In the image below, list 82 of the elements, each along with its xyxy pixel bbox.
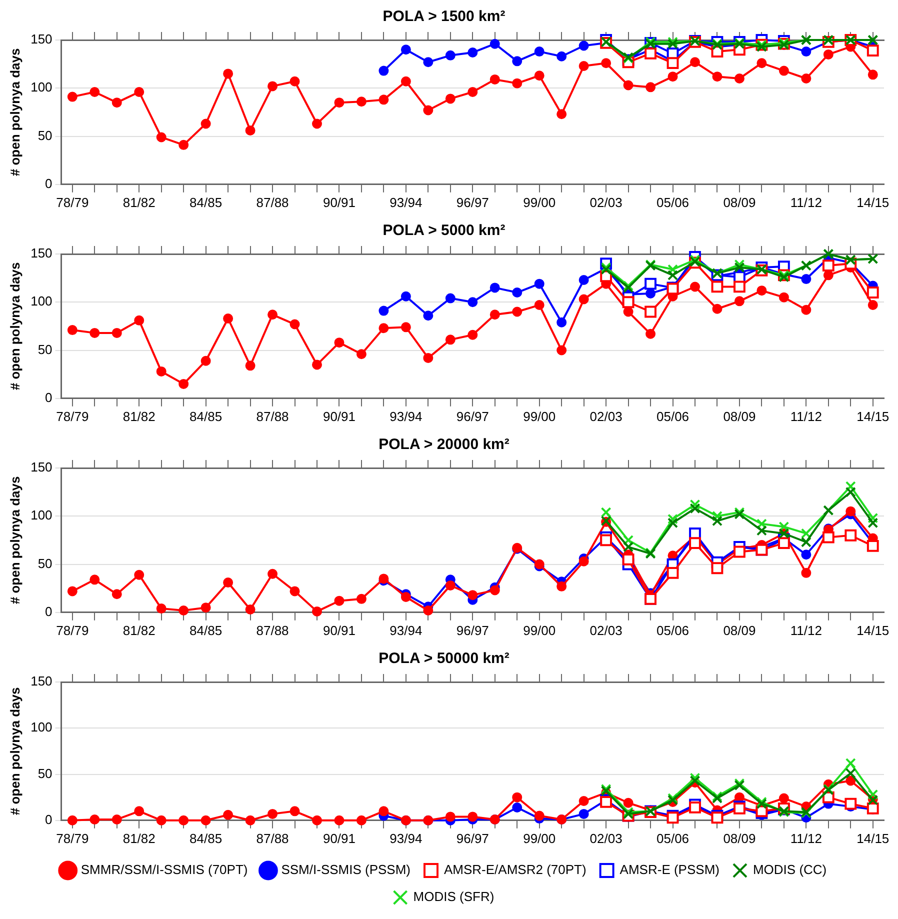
y-tick-label: 100	[30, 294, 52, 309]
x-tick-label: 96/97	[456, 194, 489, 210]
y-tick-label: 0	[45, 176, 52, 191]
x-tick-label: 08/09	[723, 830, 756, 846]
x-tick-label: 87/88	[256, 194, 289, 210]
x-tick-label: 05/06	[656, 408, 690, 424]
x-tick-label: 14/15	[856, 408, 890, 424]
x-tick-label: 99/00	[523, 194, 556, 210]
x-tick-label: 96/97	[456, 408, 489, 424]
legend-label: MODIS (CC)	[752, 862, 827, 878]
y-axis-title: # open polynya days	[7, 476, 22, 604]
x-tick-label: 84/85	[190, 194, 222, 210]
x-tick-label: 05/06	[656, 194, 690, 210]
y-axis-title: # open polynya days	[7, 262, 22, 390]
y-tick-label: 0	[45, 812, 52, 827]
x-tick-label: 08/09	[723, 622, 756, 638]
x-tick-label: 02/03	[590, 830, 622, 846]
legend-label: SSM/I-SSMIS (PSSM)	[281, 862, 411, 878]
chart-title: POLA > 50000 km²	[378, 650, 510, 668]
x-tick-label: 84/85	[190, 830, 222, 846]
x-tick-label: 87/88	[256, 622, 289, 638]
legend-label: MODIS (SFR)	[413, 889, 494, 904]
y-tick-label: 150	[30, 32, 52, 47]
x-tick-label: 84/85	[190, 622, 222, 638]
x-tick-label: 78/79	[56, 622, 89, 638]
x-tick-label: 78/79	[56, 830, 89, 846]
x-tick-label: 14/15	[856, 830, 890, 846]
x-tick-label: 93/94	[390, 194, 422, 210]
x-tick-label: 11/12	[790, 830, 822, 846]
x-tick-label: 99/00	[523, 830, 556, 846]
chart-title: POLA > 5000 km²	[382, 222, 506, 240]
legend-label: AMSR-E/AMSR2 (70PT)	[444, 862, 586, 878]
x-tick-label: 81/82	[122, 830, 156, 846]
x-tick-label: 05/06	[656, 622, 690, 638]
x-tick-label: 96/97	[456, 622, 489, 638]
x-tick-label: 90/91	[322, 194, 356, 210]
x-tick-label: 11/12	[790, 622, 822, 638]
chart-title: POLA > 1500 km²	[382, 8, 506, 26]
x-tick-label: 11/12	[790, 408, 822, 424]
chart-title: POLA > 20000 km²	[378, 436, 510, 454]
y-tick-label: 50	[38, 556, 52, 571]
x-tick-label: 87/88	[256, 830, 289, 846]
x-tick-label: 81/82	[122, 622, 156, 638]
x-tick-label: 05/06	[656, 830, 690, 846]
y-tick-label: 150	[30, 246, 52, 261]
x-tick-label: 08/09	[723, 194, 756, 210]
x-tick-label: 11/12	[790, 194, 822, 210]
x-tick-label: 81/82	[122, 194, 156, 210]
legend-label: SMMR/SSM/I-SSMIS (70PT)	[80, 862, 248, 878]
y-axis-title: # open polynya days	[7, 48, 22, 176]
y-tick-label: 0	[45, 604, 52, 619]
y-tick-label: 100	[30, 508, 52, 523]
x-tick-label: 90/91	[322, 622, 356, 638]
x-tick-label: 02/03	[590, 622, 622, 638]
y-tick-label: 50	[38, 342, 52, 357]
x-tick-label: 90/91	[322, 830, 356, 846]
x-tick-label: 99/00	[523, 408, 556, 424]
x-tick-label: 08/09	[723, 408, 756, 424]
y-tick-label: 50	[38, 128, 52, 143]
x-tick-label: 81/82	[122, 408, 156, 424]
x-tick-label: 02/03	[590, 194, 622, 210]
x-tick-label: 78/79	[56, 408, 89, 424]
x-tick-label: 93/94	[390, 408, 422, 424]
legend-label: AMSR-E (PSSM)	[620, 862, 720, 878]
x-tick-label: 93/94	[390, 622, 422, 638]
x-tick-label: 96/97	[456, 830, 489, 846]
y-tick-label: 150	[30, 674, 52, 689]
x-tick-label: 87/88	[256, 408, 289, 424]
x-tick-label: 14/15	[856, 622, 890, 638]
x-tick-label: 93/94	[390, 830, 422, 846]
x-tick-label: 78/79	[56, 194, 89, 210]
y-tick-label: 50	[38, 766, 52, 781]
y-tick-label: 150	[30, 460, 52, 475]
x-tick-label: 99/00	[523, 622, 556, 638]
x-tick-label: 90/91	[322, 408, 356, 424]
y-tick-label: 100	[30, 80, 52, 95]
y-tick-label: 100	[30, 720, 52, 735]
x-tick-label: 84/85	[190, 408, 222, 424]
y-tick-label: 0	[45, 390, 52, 405]
y-axis-title: # open polynya days	[7, 687, 22, 816]
x-tick-label: 14/15	[856, 194, 890, 210]
x-tick-label: 02/03	[590, 408, 622, 424]
